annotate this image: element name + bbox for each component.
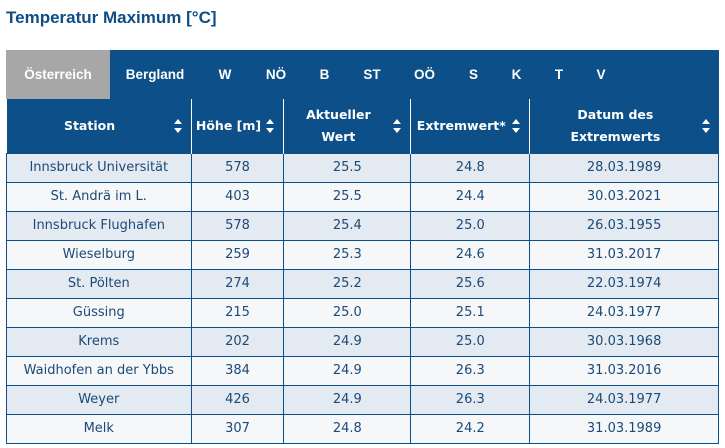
- table-row: Melk 307 24.8 24.2 31.03.1989: [6, 413, 719, 444]
- sort-icon[interactable]: [701, 118, 711, 133]
- aktueller-wert-cell: 25.5: [283, 181, 412, 212]
- sort-icon[interactable]: [512, 118, 521, 133]
- region-tab-bar: Österreich Bergland W NÖ B ST OÖ S K T V: [6, 50, 719, 99]
- aktueller-wert-cell: 24.9: [283, 355, 412, 386]
- tab-ooe[interactable]: OÖ: [413, 67, 435, 82]
- hoehe-cell: 259: [190, 239, 285, 270]
- datum-cell: 31.03.1989: [529, 413, 719, 444]
- tab-w[interactable]: W: [218, 67, 232, 82]
- station-cell: Wieselburg: [6, 239, 192, 270]
- hoehe-cell: 578: [190, 210, 285, 241]
- table-row: Innsbruck Universität 578 25.5 24.8 28.0…: [6, 152, 719, 183]
- tab-oesterreich[interactable]: Österreich: [6, 50, 110, 99]
- column-header-label: Datum des Extremwerts: [570, 106, 661, 144]
- datum-cell: 24.03.1977: [529, 384, 719, 415]
- extremwert-cell: 26.3: [410, 355, 531, 386]
- hoehe-cell: 307: [190, 413, 285, 444]
- sort-icon[interactable]: [173, 118, 183, 133]
- tab-t[interactable]: T: [554, 67, 564, 82]
- hoehe-cell: 384: [190, 355, 285, 386]
- aktueller-wert-cell: 24.9: [283, 326, 412, 357]
- station-cell: Melk: [6, 413, 192, 444]
- extremwert-cell: 25.0: [410, 326, 531, 357]
- column-header-hoehe[interactable]: Höhe [m]: [190, 99, 285, 153]
- table-row: St. Pölten 274 25.2 25.6 22.03.1974: [6, 268, 719, 299]
- table-row: St. Andrä im L. 403 25.5 24.4 30.03.2021: [6, 181, 719, 212]
- table-row: Weyer 426 24.9 26.3 24.03.1977: [6, 384, 719, 415]
- hoehe-cell: 426: [190, 384, 285, 415]
- datum-cell: 28.03.1989: [529, 152, 719, 183]
- hoehe-cell: 403: [190, 181, 285, 212]
- station-cell: Innsbruck Flughafen: [6, 210, 192, 241]
- column-header-station[interactable]: Station: [6, 99, 192, 153]
- extremwert-cell: 24.8: [410, 152, 531, 183]
- datum-cell: 31.03.2017: [529, 239, 719, 270]
- extremwert-cell: 25.6: [410, 268, 531, 299]
- hoehe-cell: 578: [190, 152, 285, 183]
- table-header-row: Station Höhe [m] Aktueller Wert Extremwe…: [6, 99, 719, 153]
- column-header-extremwert[interactable]: Extremwert*: [410, 99, 531, 153]
- hoehe-cell: 274: [190, 268, 285, 299]
- tab-s[interactable]: S: [468, 67, 478, 82]
- datum-cell: 30.03.2021: [529, 181, 719, 212]
- station-cell: Waidhofen an der Ybbs: [6, 355, 192, 386]
- datum-cell: 31.03.2016: [529, 355, 719, 386]
- tab-bergland[interactable]: Bergland: [125, 67, 185, 82]
- station-cell: Weyer: [6, 384, 192, 415]
- tab-b[interactable]: B: [319, 67, 330, 82]
- aktueller-wert-cell: 25.4: [283, 210, 412, 241]
- station-cell: Innsbruck Universität: [6, 152, 192, 183]
- datum-cell: 24.03.1977: [529, 297, 719, 328]
- extremwert-cell: 25.0: [410, 210, 531, 241]
- column-header-label: Höhe [m]: [195, 117, 262, 133]
- datum-cell: 22.03.1974: [529, 268, 719, 299]
- page-title: Temperatur Maximum [°C]: [6, 8, 217, 27]
- station-cell: Krems: [6, 326, 192, 357]
- aktueller-wert-cell: 25.0: [283, 297, 412, 328]
- extremwert-cell: 24.4: [410, 181, 531, 212]
- datum-cell: 26.03.1955: [529, 210, 719, 241]
- column-header-aktueller-wert[interactable]: Aktueller Wert: [283, 99, 412, 153]
- tab-noe[interactable]: NÖ: [265, 67, 287, 82]
- table-row: Krems 202 24.9 25.0 30.03.1968: [6, 326, 719, 357]
- column-header-datum[interactable]: Datum des Extremwerts: [529, 99, 719, 153]
- aktueller-wert-cell: 25.2: [283, 268, 412, 299]
- table-row: Innsbruck Flughafen 578 25.4 25.0 26.03.…: [6, 210, 719, 241]
- aktueller-wert-cell: 25.3: [283, 239, 412, 270]
- hoehe-cell: 202: [190, 326, 285, 357]
- column-header-label: Station: [63, 117, 116, 133]
- station-cell: St. Pölten: [6, 268, 192, 299]
- tab-k[interactable]: K: [511, 67, 522, 82]
- extremwert-cell: 25.1: [410, 297, 531, 328]
- hoehe-cell: 215: [190, 297, 285, 328]
- sort-icon[interactable]: [393, 118, 402, 133]
- extremwert-cell: 24.2: [410, 413, 531, 444]
- station-cell: Güssing: [6, 297, 192, 328]
- table-row: Waidhofen an der Ybbs 384 24.9 26.3 31.0…: [6, 355, 719, 386]
- column-header-label: Aktueller Wert: [306, 106, 371, 144]
- table-row: Wieselburg 259 25.3 24.6 31.03.2017: [6, 239, 719, 270]
- extremwert-cell: 24.6: [410, 239, 531, 270]
- sort-icon[interactable]: [266, 118, 275, 133]
- temperature-table: Station Höhe [m] Aktueller Wert Extremwe…: [6, 99, 719, 444]
- aktueller-wert-cell: 24.9: [283, 384, 412, 415]
- station-cell: St. Andrä im L.: [6, 181, 192, 212]
- tab-st[interactable]: ST: [363, 67, 381, 82]
- column-header-label: Extremwert*: [416, 117, 506, 133]
- tab-v[interactable]: V: [596, 67, 606, 82]
- aktueller-wert-cell: 25.5: [283, 152, 412, 183]
- aktueller-wert-cell: 24.8: [283, 413, 412, 444]
- datum-cell: 30.03.1968: [529, 326, 719, 357]
- extremwert-cell: 26.3: [410, 384, 531, 415]
- table-row: Güssing 215 25.0 25.1 24.03.1977: [6, 297, 719, 328]
